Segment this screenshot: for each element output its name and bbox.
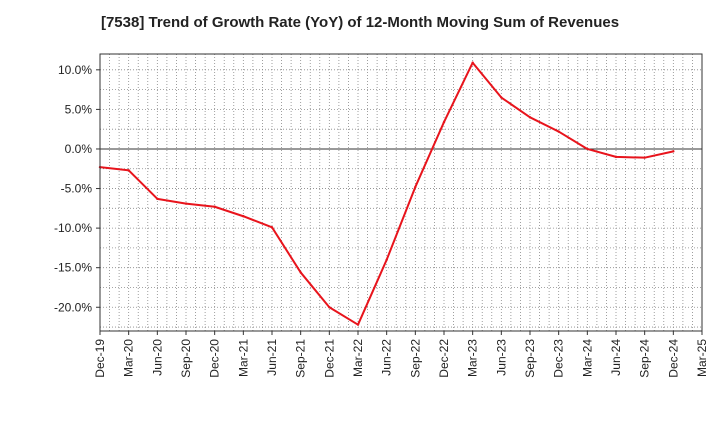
data-point: [270, 226, 274, 229]
x-tick-label: Jun-21: [265, 339, 279, 376]
x-tick-label: Dec-24: [666, 339, 680, 378]
x-tick-label: Jun-22: [380, 339, 394, 376]
data-point: [242, 215, 245, 218]
data-point: [557, 130, 560, 133]
x-tick-label: Mar-23: [466, 339, 480, 377]
data-point: [414, 185, 417, 189]
data-point: [500, 96, 503, 99]
x-tick-label: Dec-21: [322, 339, 336, 378]
plot-frame: [99, 53, 703, 332]
x-tick-label: Mar-22: [351, 339, 365, 377]
x-tick-label: Sep-21: [294, 339, 308, 378]
label-layer: 10.0% 5.0% 0.0% -5.0% -10.0% -15.0% -20.0% Dec-…: [54, 63, 709, 378]
y-tick-label: 10.0%: [58, 63, 92, 77]
x-tick-label: Jun-23: [494, 339, 508, 376]
data-point: [184, 202, 188, 205]
x-tick-label: Jun-24: [609, 339, 623, 376]
x-tick-label: Sep-23: [523, 339, 537, 378]
x-tick-label: Sep-22: [408, 339, 422, 378]
series-layer: [98, 61, 675, 326]
data-point: [672, 150, 675, 153]
y-tick-label: -15.0%: [54, 261, 92, 275]
data-point: [586, 147, 589, 151]
chart-title: [7538] Trend of Growth Rate (YoY) of 12-…: [100, 14, 620, 31]
data-point: [643, 156, 646, 159]
data-point: [127, 169, 130, 172]
grid-layer: [99, 54, 703, 331]
x-tick-label: Sep-24: [638, 339, 652, 378]
y-tick-label: -10.0%: [54, 221, 92, 235]
x-tick-label: Dec-23: [552, 339, 566, 378]
x-tick-label: Mar-20: [122, 339, 136, 377]
x-tick-label: Mar-25: [695, 339, 709, 377]
x-tick-label: Dec-22: [437, 339, 451, 378]
data-point: [156, 197, 159, 201]
data-point: [385, 258, 388, 261]
axis-layer: [96, 53, 703, 335]
y-tick-label: -5.0%: [61, 182, 93, 196]
data-point: [328, 306, 331, 309]
y-tick-label: -20.0%: [54, 300, 92, 314]
x-tick-label: Mar-21: [236, 339, 250, 377]
x-tick-label: Dec-19: [93, 339, 107, 378]
data-point: [528, 116, 532, 119]
y-tick-label: 0.0%: [65, 142, 93, 156]
data-point: [442, 120, 446, 124]
data-point: [471, 61, 474, 64]
x-tick-label: Dec-20: [208, 339, 222, 378]
data-point: [213, 205, 216, 208]
x-tick-label: Jun-20: [150, 339, 164, 376]
data-point: [299, 271, 302, 274]
data-point: [356, 323, 360, 326]
x-tick-label: Mar-24: [580, 339, 594, 377]
x-tick-label: Sep-20: [179, 339, 193, 378]
data-point: [614, 155, 618, 159]
y-tick-label: 5.0%: [65, 102, 93, 116]
